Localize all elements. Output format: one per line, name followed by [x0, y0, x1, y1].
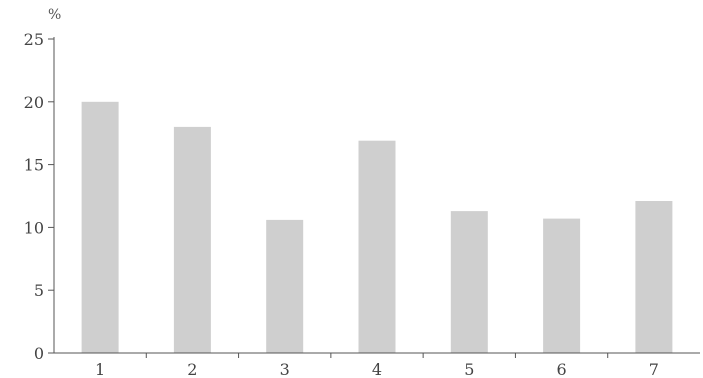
bar-2 [173, 126, 211, 354]
y-tick-label: 5 [34, 281, 44, 300]
bar-3 [266, 219, 304, 353]
x-tick-label: 2 [187, 360, 197, 378]
bar-6 [543, 218, 581, 353]
x-tick-label: 3 [280, 360, 290, 378]
x-tick-label: 1 [95, 360, 105, 378]
bar-4 [358, 140, 396, 353]
x-tick-label: 7 [649, 360, 659, 378]
y-tick-label: 25 [24, 30, 44, 49]
y-axis: 0 5 10 15 20 25 [24, 30, 55, 363]
x-axis: 1 2 3 4 5 6 7 [54, 352, 700, 378]
bar-7 [635, 201, 673, 353]
y-axis-unit-label: % [48, 7, 61, 23]
y-tick-label: 20 [24, 93, 44, 112]
x-tick-label: 4 [372, 360, 382, 378]
x-tick-label: 5 [464, 360, 474, 378]
y-tick-label: 0 [34, 344, 44, 363]
y-tick-label: 15 [24, 156, 44, 175]
bar-5 [450, 211, 488, 353]
bars-group [81, 101, 673, 354]
y-tick-label: 10 [24, 218, 44, 237]
bar-1 [81, 101, 119, 353]
x-tick-label: 6 [557, 360, 567, 378]
